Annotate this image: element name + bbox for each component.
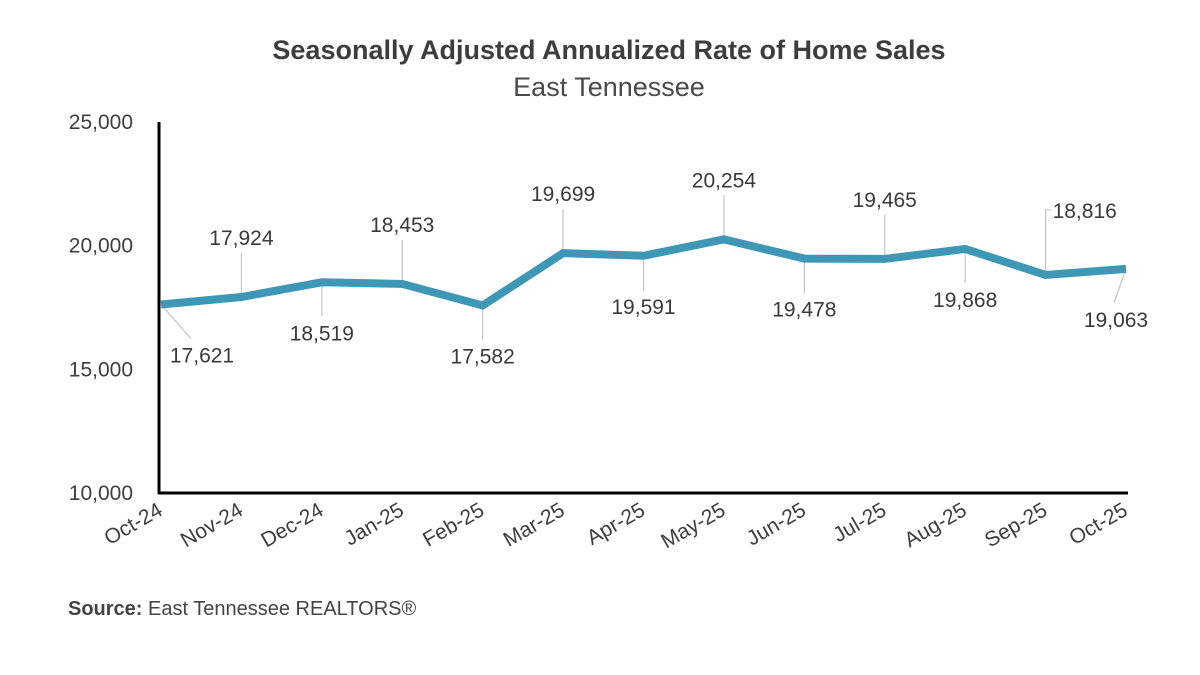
data-label: 17,924 <box>209 227 274 250</box>
x-tick-label: Mar-25 <box>499 498 568 551</box>
data-label: 19,699 <box>531 183 595 206</box>
x-tick-label: Nov-24 <box>177 498 247 552</box>
data-label: 17,582 <box>451 345 515 368</box>
chart-title: Seasonally Adjusted Annualized Rate of H… <box>272 35 946 65</box>
x-tick-label: Aug-25 <box>901 498 971 552</box>
data-label: 19,868 <box>933 289 997 312</box>
data-label-leaders <box>160 195 1127 340</box>
data-label-leader <box>160 304 192 339</box>
data-label: 19,591 <box>611 296 675 319</box>
x-tick-label: Apr-25 <box>583 498 649 549</box>
data-label: 17,621 <box>170 345 234 368</box>
x-tick-label: Oct-24 <box>100 498 166 550</box>
y-axis-ticks: 10,000 15,000 20,000 25,000 <box>69 111 133 505</box>
data-label: 19,063 <box>1084 309 1148 332</box>
data-labels: 17,621 17,924 18,519 18,453 17,582 19,699 19,5… <box>170 169 1148 368</box>
chart-subtitle: East Tennessee <box>513 72 705 102</box>
x-tick-label: Jan-25 <box>341 498 408 550</box>
source-label: Source: <box>68 598 143 620</box>
y-tick-label: 10,000 <box>69 482 133 505</box>
data-label: 19,478 <box>772 299 836 322</box>
x-tick-label: Feb-25 <box>419 498 488 551</box>
source-note: Source: East Tennessee REALTORS® <box>68 598 416 621</box>
y-tick-label: 25,000 <box>69 111 133 134</box>
x-tick-label: Jul-25 <box>829 498 890 547</box>
x-tick-label: Jun-25 <box>743 498 810 550</box>
y-tick-label: 15,000 <box>69 358 133 381</box>
data-label-leader <box>1044 209 1052 275</box>
series-line <box>160 235 1127 310</box>
x-axis-ticks: Oct-24 Nov-24 Dec-24 Jan-25 Feb-25 Mar-25 Apr-… <box>100 498 1131 553</box>
x-tick-label: Sep-25 <box>981 498 1051 552</box>
data-label: 18,519 <box>290 322 354 345</box>
data-label: 19,465 <box>853 189 917 212</box>
data-label: 20,254 <box>692 169 757 192</box>
x-tick-label: Oct-25 <box>1065 498 1131 549</box>
x-tick-label: May-25 <box>657 498 729 553</box>
source-text: East Tennessee REALTORS® <box>148 598 417 620</box>
x-tick-label: Dec-24 <box>257 498 327 552</box>
data-label: 18,453 <box>370 214 434 237</box>
y-tick-label: 20,000 <box>69 235 133 258</box>
data-label: 18,816 <box>1053 200 1117 223</box>
data-label-leader <box>1113 268 1127 304</box>
